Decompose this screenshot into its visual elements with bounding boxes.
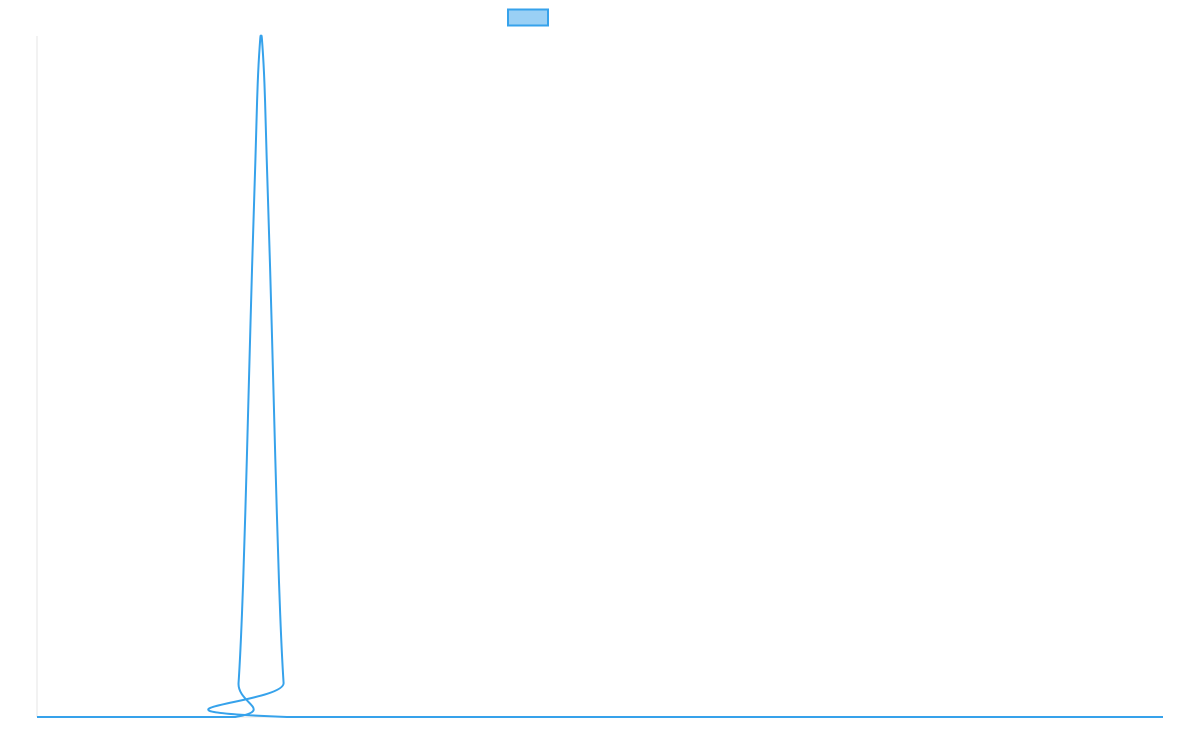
axes	[36, 36, 1163, 718]
legend-swatch[interactable]	[507, 8, 549, 27]
legend[interactable]	[507, 8, 549, 27]
series-layer	[36, 34, 1163, 719]
series-line	[36, 34, 1163, 719]
